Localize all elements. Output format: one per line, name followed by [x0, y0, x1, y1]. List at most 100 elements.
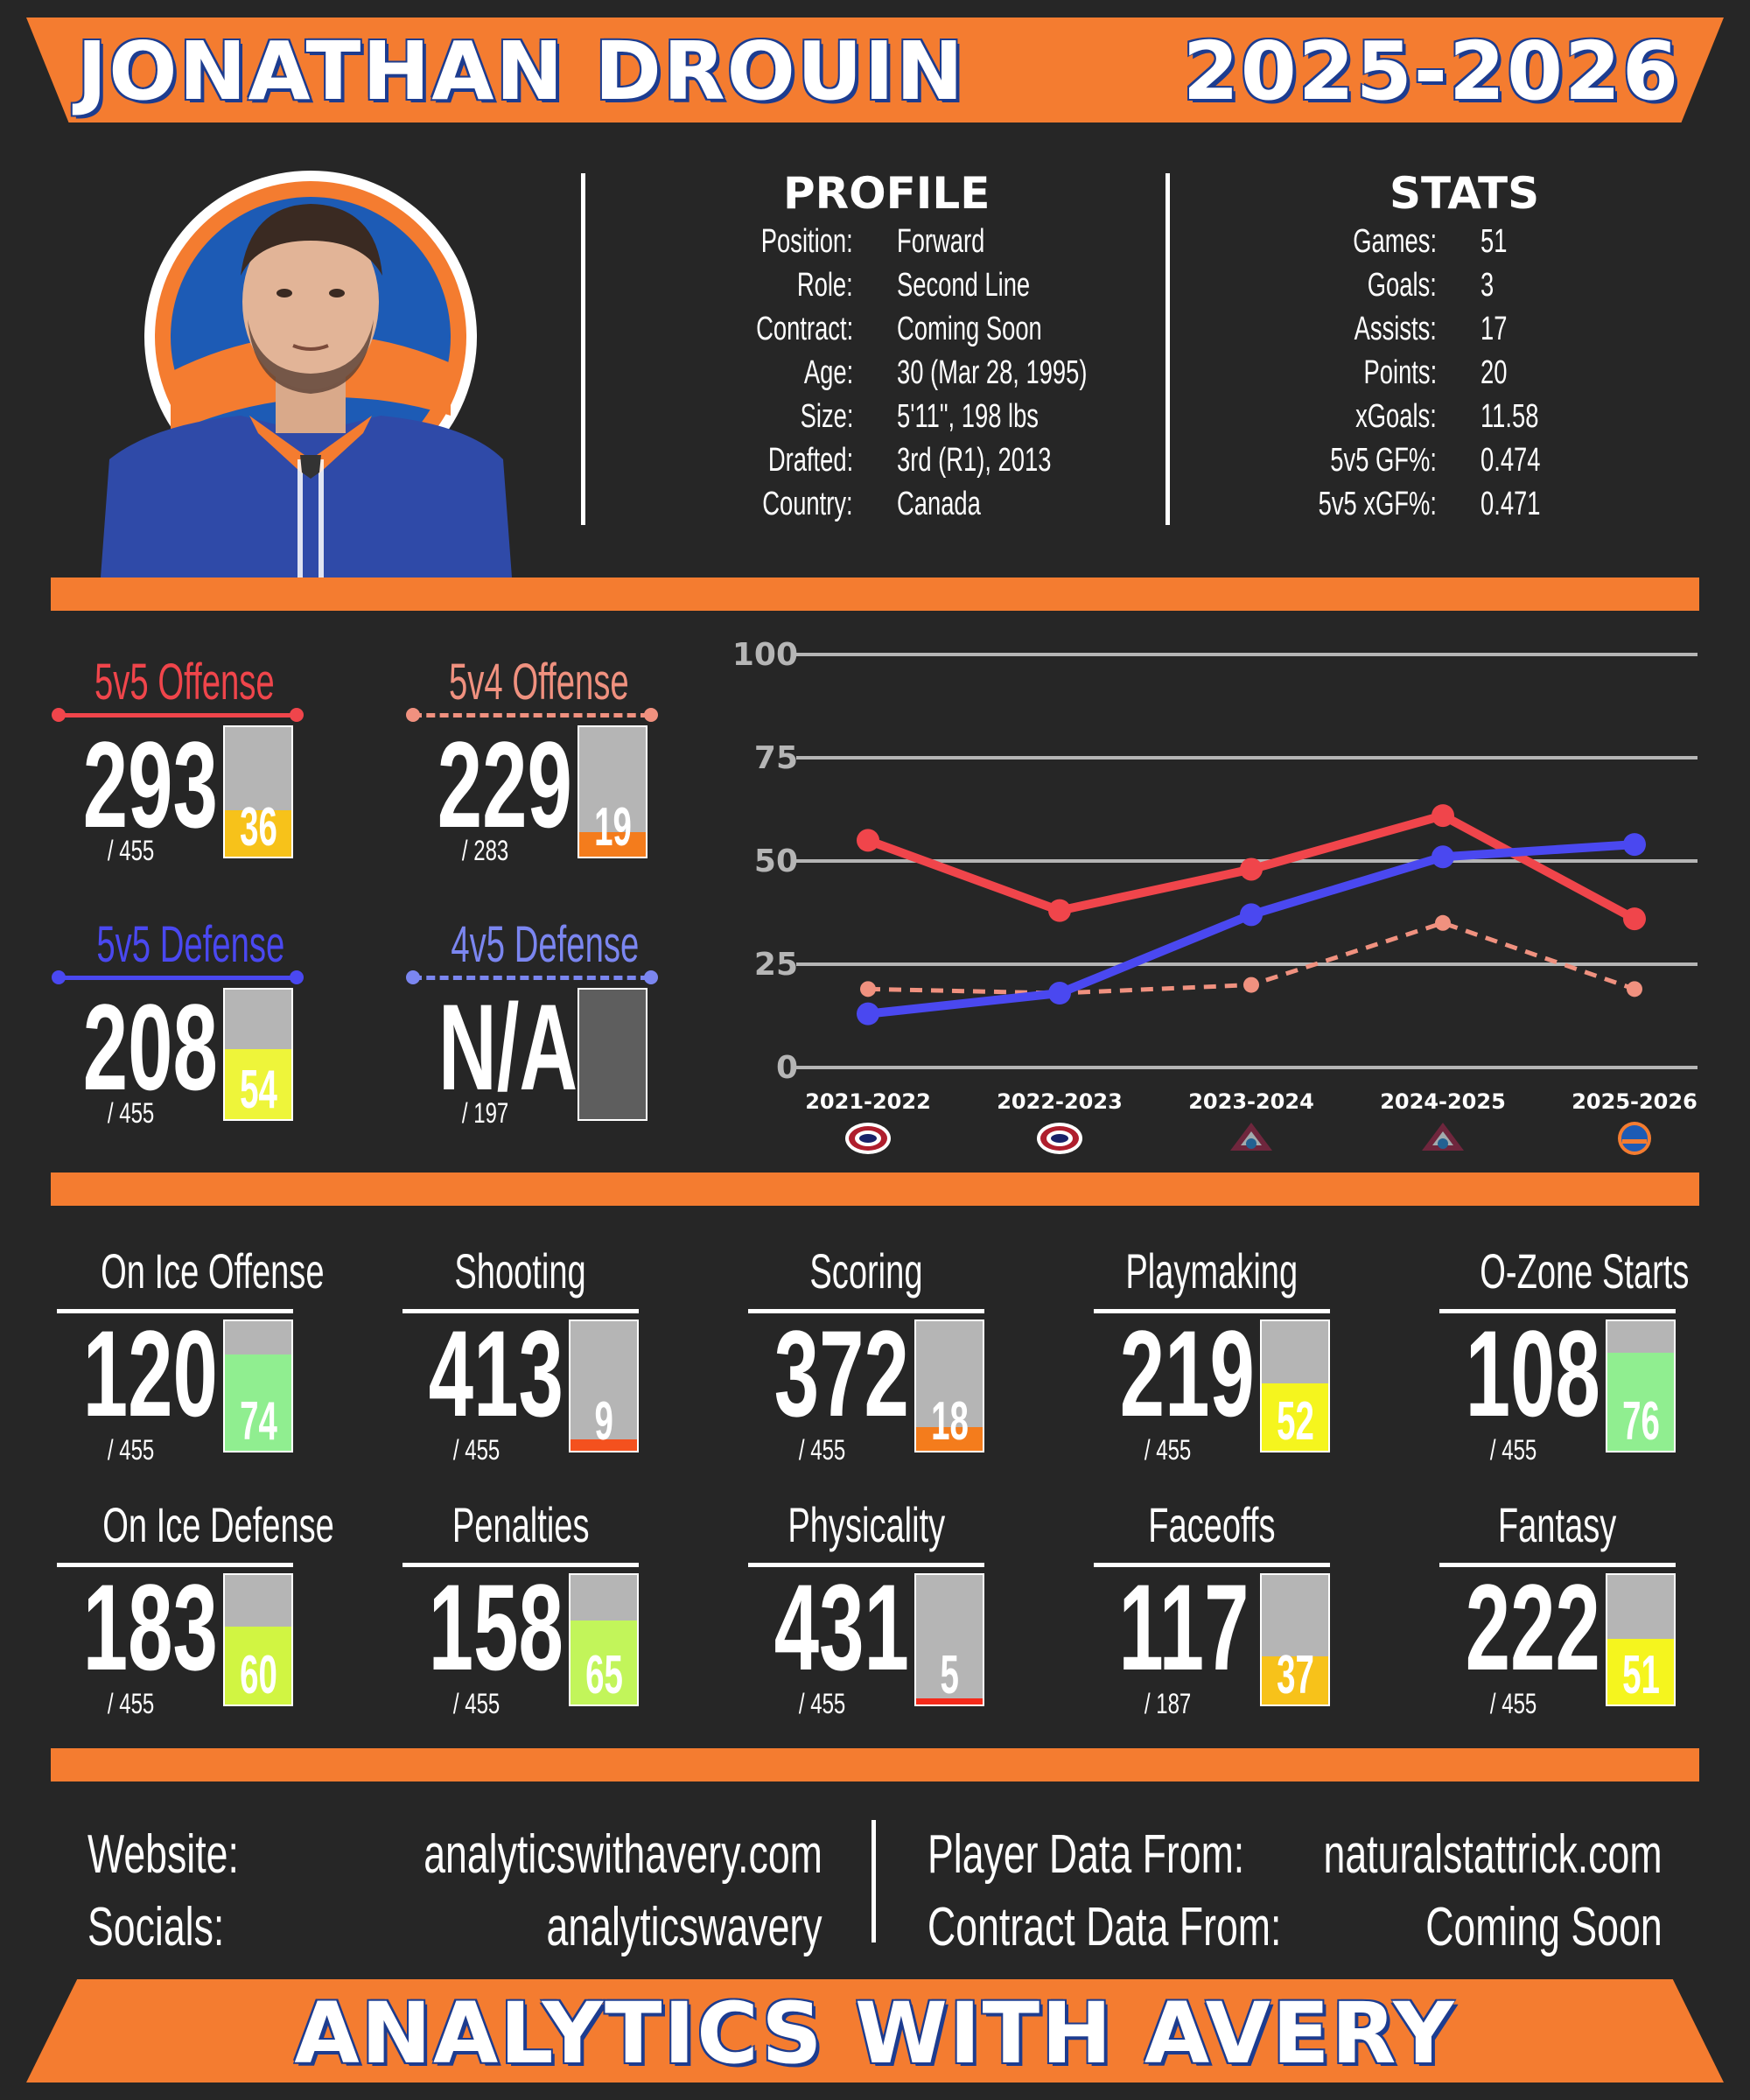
metric-title: On Ice Defense [102, 1497, 334, 1552]
section-separator-2 [51, 1172, 1699, 1206]
metric-dot [290, 970, 304, 984]
socials-handle[interactable]: analyticswavery [546, 1897, 822, 1957]
percentile-bar: 9 [569, 1320, 639, 1452]
metric-rank: 208 [82, 978, 218, 1116]
percentile-trend-chart: 0 25 50 75 100 2021-2022 2022-2023 2023-2024 202… [732, 637, 1698, 1155]
series-point [1623, 907, 1646, 931]
metric-rank: 222 [1465, 1558, 1600, 1696]
profile-value: Canada [897, 486, 981, 522]
metric-total: / 455 [799, 1688, 846, 1719]
metric-rank: 413 [428, 1305, 564, 1442]
brand-name: ANALYTICS WITH AVERY [294, 1984, 1456, 2082]
metric-card: Physicality 431/ 455 5 [739, 1496, 993, 1719]
metric-card: Fantasy 222/ 455 51 [1431, 1496, 1684, 1719]
profile-label: Size: [800, 398, 853, 435]
metric-rank: 108 [1465, 1305, 1600, 1442]
series-point [1627, 981, 1642, 998]
percentile-bar: 18 [914, 1320, 984, 1452]
y-tick-label: 0 [776, 1050, 798, 1086]
profile-value: Second Line [897, 267, 1031, 304]
percentile-bar: 5 [914, 1573, 984, 1706]
percentile-value: 5 [940, 1645, 959, 1705]
metric-rank: 158 [428, 1558, 564, 1696]
percentile-fill [579, 831, 646, 857]
profile-title: PROFILE [783, 168, 990, 219]
percentile-bar [578, 988, 648, 1121]
percentile-value: 18 [930, 1391, 969, 1452]
x-tick-label: 2025-2026 [1572, 1089, 1698, 1114]
metric-underline [59, 976, 295, 980]
percentile-fill [1262, 1656, 1328, 1704]
metric-rank: 372 [774, 1305, 909, 1442]
series-point [1240, 858, 1263, 881]
metric-rank: N/A [438, 978, 578, 1116]
metric-underline [1439, 1563, 1676, 1567]
profile-label: Position: [761, 223, 853, 260]
metric-total: / 455 [799, 1434, 846, 1466]
percentile-fill [570, 1438, 637, 1451]
percentile-bar: 74 [223, 1320, 293, 1452]
metric-title: Faceoffs [1148, 1497, 1276, 1552]
series-point [1243, 976, 1259, 993]
stats-value: 3 [1480, 267, 1494, 304]
percentile-bar: 52 [1260, 1320, 1330, 1452]
metric-total: / 455 [453, 1688, 500, 1719]
series-point [1048, 899, 1071, 922]
percentile-value: 74 [239, 1391, 277, 1452]
percentile-bar: 37 [1260, 1573, 1330, 1706]
series-point [857, 829, 879, 852]
metric-underline [1094, 1563, 1330, 1567]
contract-data-source: Coming Soon [1425, 1897, 1662, 1957]
y-tick-label: 25 [754, 947, 798, 983]
footer-banner [26, 1979, 1724, 2082]
percentile-value [579, 1063, 646, 1117]
percentile-bar: 60 [223, 1573, 293, 1706]
metric-total: / 455 [453, 1434, 500, 1466]
stats-label: Assists: [1354, 311, 1437, 347]
metric-total: / 455 [1490, 1434, 1537, 1466]
metric-rank: 229 [437, 716, 572, 853]
stats-label: Goals: [1367, 267, 1437, 304]
metric-title: Scoring [809, 1243, 923, 1298]
metric-dot [52, 970, 66, 984]
player-data-source[interactable]: naturalstattrick.com [1323, 1824, 1662, 1885]
canadiens-logo-icon [859, 1134, 877, 1143]
situational-metric: 5v5 Offense 293/ 455 36 [48, 652, 311, 866]
metric-card: O-Zone Starts 108/ 455 76 [1431, 1242, 1689, 1466]
website-label: Website: [88, 1824, 239, 1885]
profile-divider-right [1166, 173, 1170, 525]
metric-card: Faceoffs 117/ 187 37 [1085, 1496, 1339, 1719]
metric-underline [413, 976, 649, 980]
metric-underline [748, 1563, 984, 1567]
percentile-bar: 76 [1606, 1320, 1676, 1452]
percentile-value: 52 [1276, 1391, 1314, 1452]
metric-title: Shooting [454, 1243, 587, 1298]
percentile-bar: 65 [569, 1573, 639, 1706]
profile-label: Age: [803, 354, 853, 391]
website-link[interactable]: analyticswithavery.com [424, 1824, 822, 1885]
y-tick-label: 75 [754, 740, 798, 776]
series-point [1432, 804, 1454, 828]
metric-card: Shooting 413/ 455 9 [394, 1242, 648, 1466]
metric-underline [1094, 1309, 1330, 1313]
percentile-fill [916, 1427, 983, 1451]
percentile-value: 9 [594, 1391, 613, 1452]
x-tick-label: 2021-2022 [805, 1089, 931, 1114]
profile-label: Drafted: [767, 442, 853, 479]
canadiens-logo-icon [1051, 1134, 1068, 1143]
stats-label: Games: [1353, 223, 1437, 260]
metric-rank: 120 [82, 1305, 218, 1442]
percentile-fill [1607, 1638, 1674, 1704]
metric-title: Physicality [788, 1497, 945, 1552]
series-point [1240, 903, 1263, 927]
metric-underline [413, 713, 649, 718]
metric-underline [57, 1309, 293, 1313]
percentile-fill [1607, 1352, 1674, 1451]
percentile-bar: 19 [578, 725, 648, 858]
percentile-bar: 36 [223, 725, 293, 858]
percentile-value: 37 [1276, 1645, 1314, 1705]
profile-label: Contract: [755, 311, 853, 347]
stats-label: xGoals: [1355, 398, 1437, 435]
percentile-value: 36 [239, 797, 277, 858]
avalanche-logo-icon [1246, 1138, 1256, 1149]
